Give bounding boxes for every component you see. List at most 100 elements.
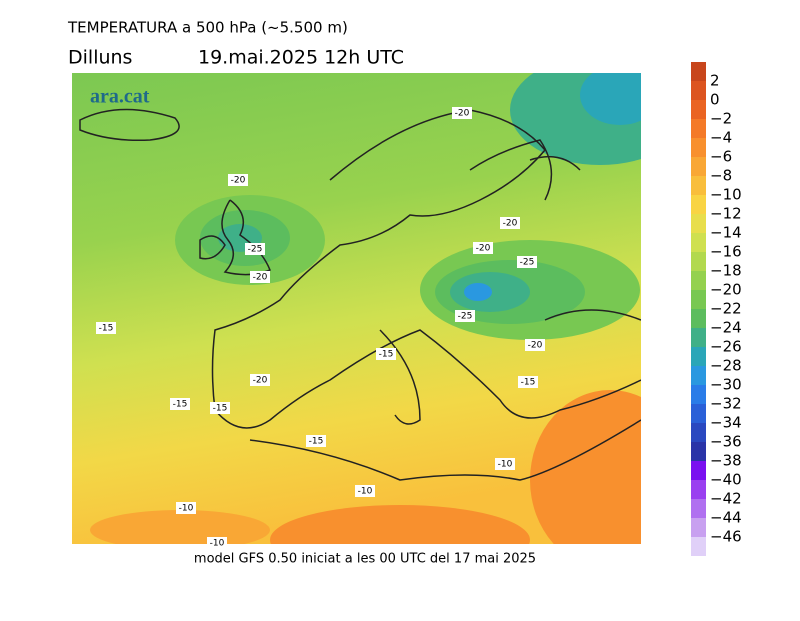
contour-label: -20	[253, 376, 268, 386]
colorbar-label: −42	[710, 490, 742, 508]
contour-label-bg	[176, 502, 196, 514]
contour-label-bg	[500, 217, 520, 229]
contour-label-bg	[250, 271, 270, 283]
colorbar-label: −22	[710, 300, 742, 318]
colorbar-swatch	[691, 290, 706, 309]
colorbar-label: −6	[710, 148, 732, 166]
contour-label: -20	[253, 273, 268, 283]
colorbar-swatch	[691, 442, 706, 461]
colorbar-swatch	[691, 176, 706, 195]
contour-label: -15	[99, 324, 114, 334]
contour-label-bg	[495, 458, 515, 470]
colorbar-label: −10	[710, 186, 742, 204]
colorbar-swatch	[691, 461, 706, 480]
colorbar-label: −34	[710, 414, 742, 432]
contour-label-bg	[250, 374, 270, 386]
contour-label-bg	[207, 537, 227, 549]
colorbar-label: −2	[710, 110, 732, 128]
colorbar-swatch	[691, 252, 706, 271]
colorbar-label: −18	[710, 262, 742, 280]
footer: model GFS 0.50 iniciat a les 00 UTC del …	[194, 552, 536, 567]
contour-label-bg	[170, 398, 190, 410]
colorbar-swatch	[691, 423, 706, 442]
colorbar-swatch	[691, 328, 706, 347]
colorbar-swatch	[691, 195, 706, 214]
contour-label-bg	[228, 174, 248, 186]
colorbar-label: −32	[710, 395, 742, 413]
logo: ara.cat	[90, 86, 150, 108]
colorbar-swatch	[691, 81, 706, 100]
contour-label: -25	[458, 312, 473, 322]
contour-label: -20	[503, 219, 518, 229]
colorbar-swatch	[691, 214, 706, 233]
colorbar-swatch	[691, 404, 706, 423]
colorbar-swatch	[691, 157, 706, 176]
colorbar-swatch	[691, 347, 706, 366]
colorbar-label: −44	[710, 509, 742, 527]
contour-label: -25	[248, 245, 263, 255]
contour-label: -15	[521, 378, 536, 388]
contour-label: -20	[476, 244, 491, 254]
colorbar-label: −4	[710, 129, 732, 147]
colorbar-label: −14	[710, 224, 742, 242]
contour-label: -10	[358, 487, 373, 497]
contour-label: -25	[520, 258, 535, 268]
colorbar-label: −28	[710, 357, 742, 375]
contour-label-bg	[376, 348, 396, 360]
contour-label-bg	[355, 485, 375, 497]
colorbar-label: −26	[710, 338, 742, 356]
contour-label-bg	[210, 402, 230, 414]
day: Dilluns	[68, 47, 132, 69]
contour-label-bg	[306, 435, 326, 447]
colorbar-swatch	[691, 480, 706, 499]
colorbar-swatch	[691, 366, 706, 385]
colorbar-label: −38	[710, 452, 742, 470]
colorbar-label: −16	[710, 243, 742, 261]
colorbar: 20−2−4−6−8−10−12−14−16−18−20−22−24−26−28…	[691, 62, 742, 556]
colorbar-swatch	[691, 499, 706, 518]
contour-label: -10	[210, 539, 225, 549]
contour-label: -15	[213, 404, 228, 414]
contour-label-bg	[455, 310, 475, 322]
contour-label-bg	[518, 376, 538, 388]
colorbar-swatch	[691, 309, 706, 328]
colorbar-swatch	[691, 138, 706, 157]
colorbar-swatch	[691, 537, 706, 556]
colorbar-swatch	[691, 100, 706, 119]
colorbar-label: 0	[710, 91, 720, 109]
contour-label: -15	[309, 437, 324, 447]
contour-label: -20	[455, 109, 470, 119]
contour-label: -10	[179, 504, 194, 514]
colorbar-label: −8	[710, 167, 732, 185]
colorbar-label: −46	[710, 528, 742, 546]
contour-label-bg	[473, 242, 493, 254]
colorbar-label: −36	[710, 433, 742, 451]
date: 19.mai.2025 12h UTC	[198, 47, 404, 69]
colorbar-swatch	[691, 271, 706, 290]
contour-label-bg	[525, 339, 545, 351]
contour-label-bg	[517, 256, 537, 268]
contour-label: -20	[231, 176, 246, 186]
colorbar-label: −20	[710, 281, 742, 299]
colorbar-swatch	[691, 518, 706, 537]
contour-label-bg	[452, 107, 472, 119]
contour-label: -10	[498, 460, 513, 470]
colorbar-label: −12	[710, 205, 742, 223]
contour-label: -20	[528, 341, 543, 351]
contour-label: -15	[379, 350, 394, 360]
colorbar-label: −40	[710, 471, 742, 489]
colorbar-label: −30	[710, 376, 742, 394]
colorbar-swatch	[691, 385, 706, 404]
contour-label-bg	[245, 243, 265, 255]
colorbar-label: 2	[710, 72, 720, 90]
contour-labels: -20 -20 -25 -20 -20 -20 -25 -25 -15 -15 -20 -15 -15 -…	[96, 107, 545, 549]
colorbar-label: −24	[710, 319, 742, 337]
title: TEMPERATURA a 500 hPa (~5.500 m)	[67, 19, 348, 37]
colorbar-swatch	[691, 62, 706, 81]
colorbar-swatch	[691, 119, 706, 138]
colorbar-swatch	[691, 233, 706, 252]
map	[72, 73, 641, 544]
contour-label: -15	[173, 400, 188, 410]
contour-label-bg	[96, 322, 116, 334]
